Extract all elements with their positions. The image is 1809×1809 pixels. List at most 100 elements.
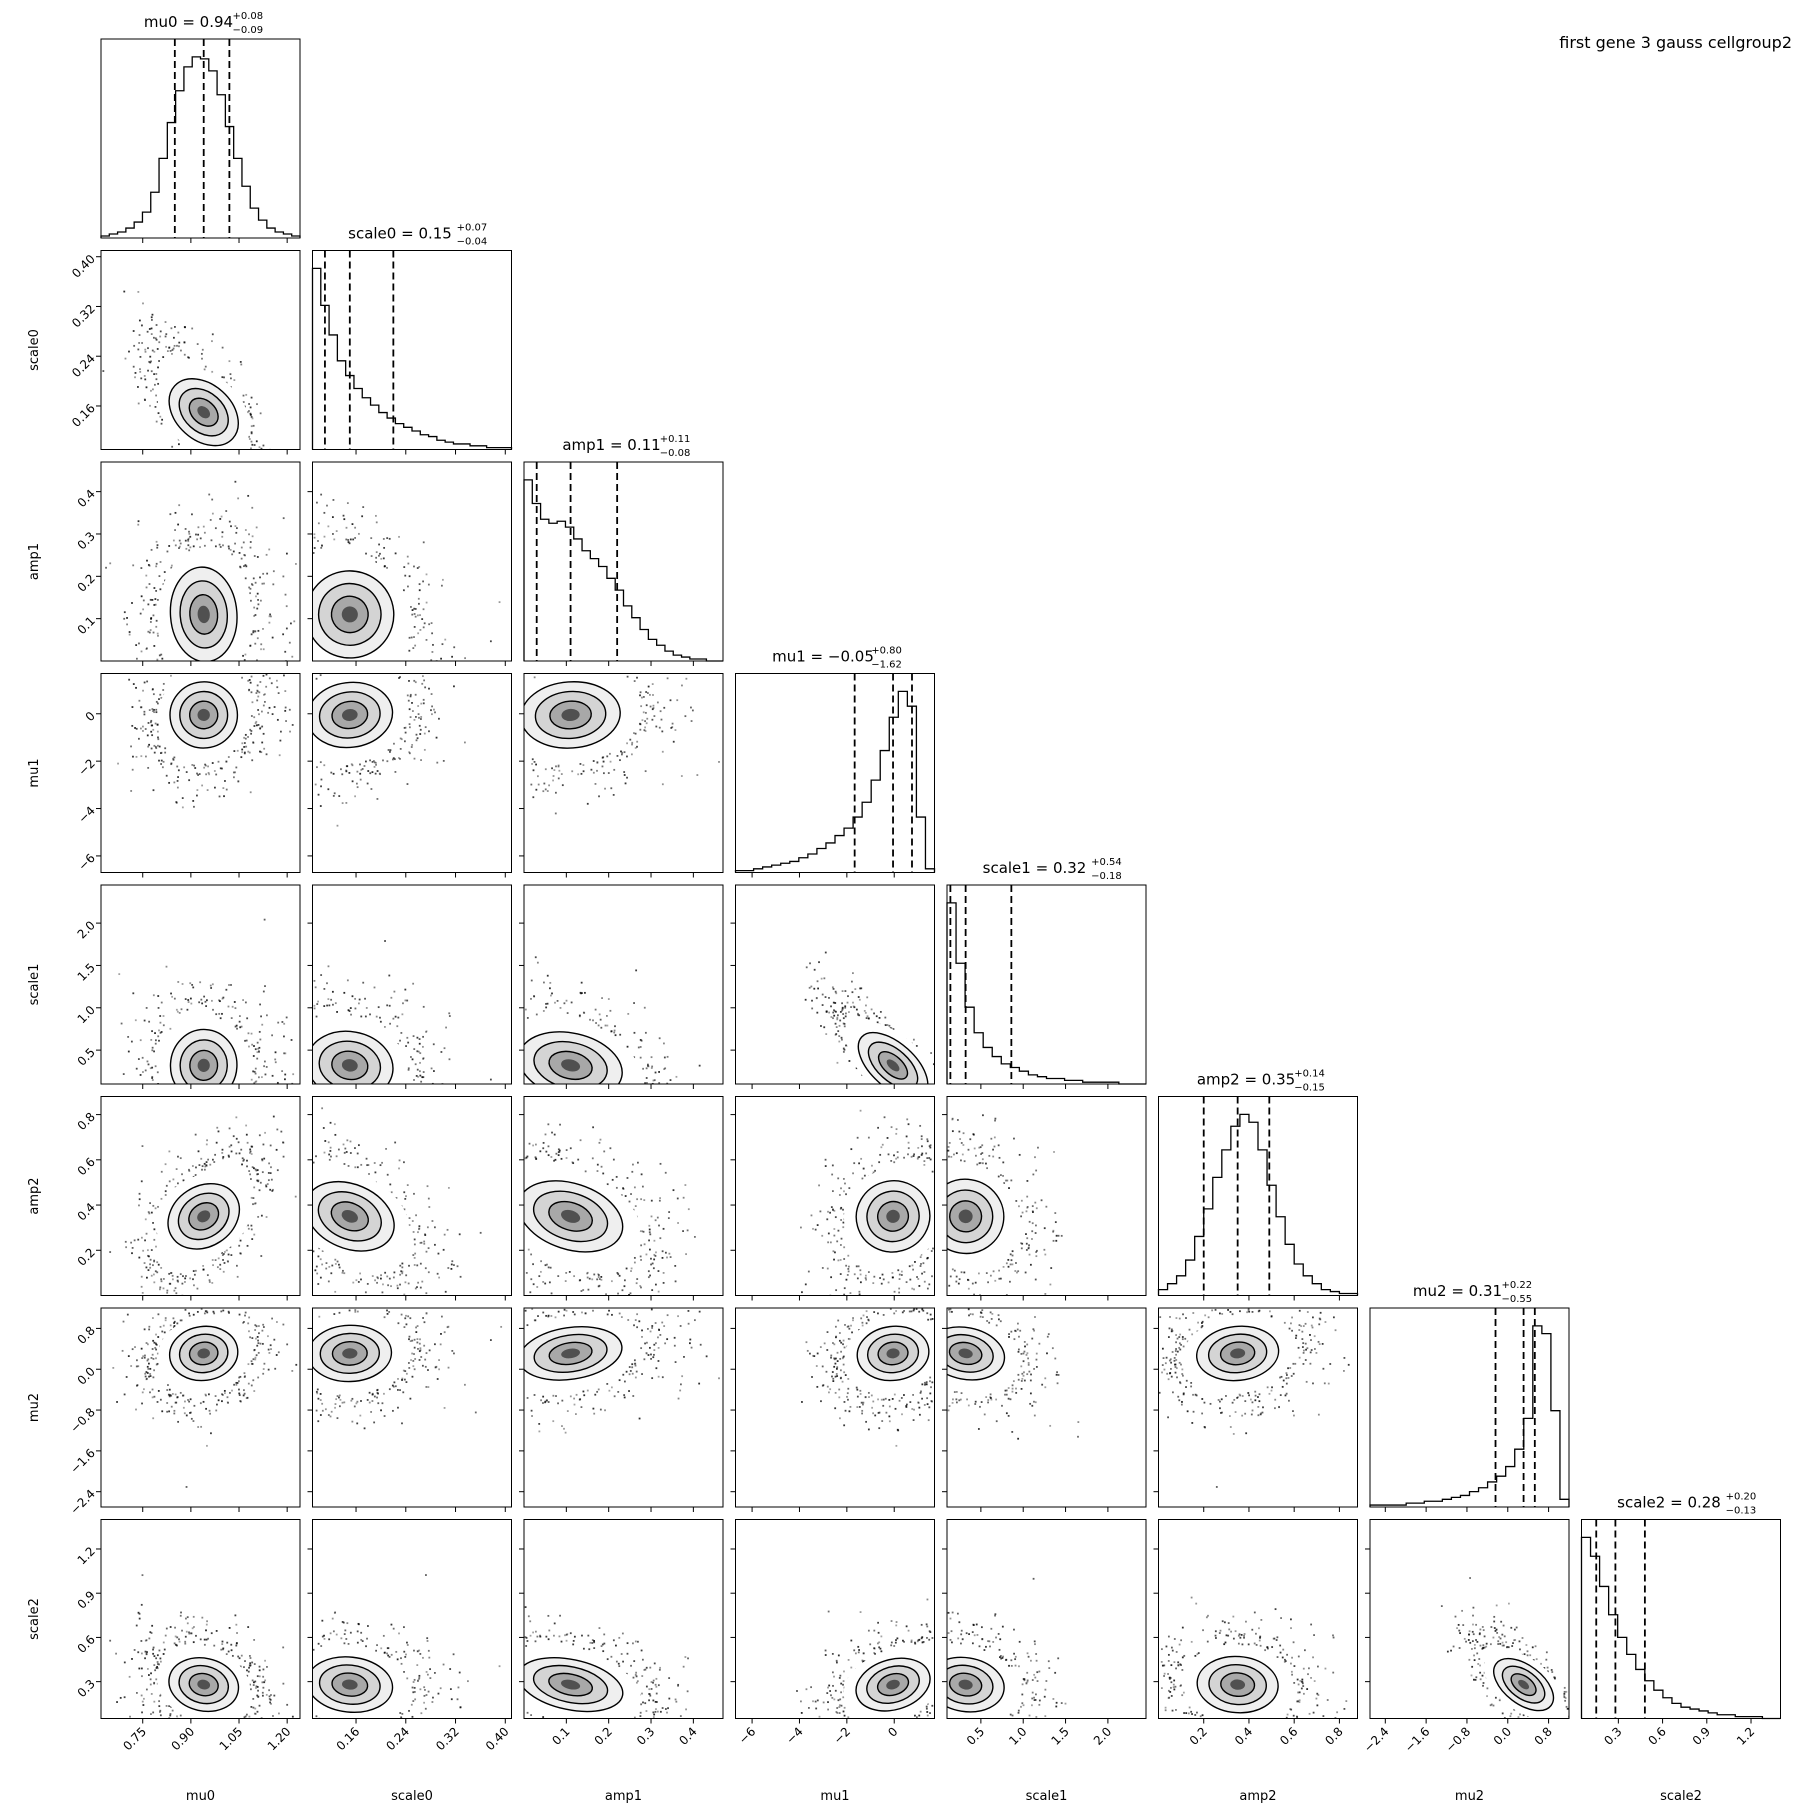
scatter-point <box>258 1665 261 1668</box>
scatter-point <box>361 768 364 770</box>
scatter-point <box>235 1152 238 1155</box>
scatter-point <box>331 990 334 993</box>
scatter-point <box>533 1319 536 1322</box>
scatter-point <box>357 1281 360 1283</box>
panel-frame <box>735 1307 935 1508</box>
scatter-point <box>291 1082 294 1084</box>
scatter-point <box>955 1280 958 1283</box>
scatter-point <box>397 1016 400 1019</box>
scatter-point <box>288 708 291 711</box>
scatter-point <box>241 751 244 754</box>
scatter-point <box>261 1171 264 1174</box>
scatter-point <box>553 1634 555 1637</box>
scatter-point <box>655 1677 658 1680</box>
scatter-point <box>644 726 647 729</box>
scatter-point <box>917 1401 920 1404</box>
scatter-point <box>1233 1398 1236 1401</box>
scatter-point <box>592 1407 595 1410</box>
x-tick-label-mu1: −4 <box>783 1724 805 1746</box>
scatter-point <box>418 724 421 727</box>
scatter-point <box>659 1666 661 1669</box>
scatter-point <box>599 1408 602 1411</box>
scatter-point <box>403 1650 406 1653</box>
scatter-point <box>330 1272 333 1275</box>
scatter-point <box>871 1406 874 1409</box>
scatter-point <box>1057 1234 1060 1237</box>
scatter-point <box>981 1316 984 1318</box>
scatter-point <box>980 1312 983 1314</box>
scatter-point <box>355 1279 358 1282</box>
scatter-point <box>349 1007 352 1009</box>
scatter-point <box>852 1172 854 1175</box>
scatter-point <box>222 1156 225 1158</box>
scatter-point <box>177 776 179 778</box>
scatter-point <box>650 1263 652 1266</box>
scatter-point <box>810 985 813 988</box>
scatter-point <box>206 1311 209 1314</box>
scatter-point <box>159 1015 162 1017</box>
scatter-point <box>257 1689 259 1692</box>
scatter-point <box>1318 1343 1321 1346</box>
scatter-point <box>145 586 148 589</box>
scatter-point <box>261 582 264 585</box>
panel-mu0-mu0: mu0 = 0.94 +0.08−0.09 <box>100 11 301 243</box>
scatter-point <box>581 1311 583 1314</box>
scatter-point <box>674 1361 677 1363</box>
scatter-point <box>916 1157 919 1160</box>
scatter-point <box>399 1264 402 1267</box>
scatter-point <box>211 333 214 336</box>
scatter-point <box>601 765 604 768</box>
scatter-point <box>160 1278 163 1281</box>
scatter-point <box>240 1025 243 1028</box>
scatter-point <box>243 1158 245 1161</box>
scatter-point <box>903 1156 905 1159</box>
scatter-point <box>903 1394 905 1396</box>
scatter-point <box>834 1362 837 1365</box>
scatter-point <box>651 1327 654 1329</box>
scatter-point <box>259 412 262 415</box>
scatter-point <box>250 730 253 732</box>
scatter-point <box>140 1603 143 1606</box>
scatter-point <box>149 1683 152 1686</box>
scatter-point <box>1034 1156 1036 1159</box>
scatter-point <box>174 529 176 531</box>
scatter-point <box>847 1398 849 1401</box>
scatter-point <box>412 1700 415 1702</box>
scatter-point <box>175 1292 178 1295</box>
y-tick-label-amp1: 0.4 <box>75 487 98 510</box>
scatter-point <box>260 751 263 754</box>
scatter-point <box>140 650 143 653</box>
scatter-point <box>696 774 699 776</box>
scatter-point <box>646 1327 649 1330</box>
scatter-point <box>243 1389 245 1392</box>
scatter-point <box>156 1071 159 1074</box>
scatter-point <box>641 1329 643 1332</box>
scatter-point <box>646 1065 649 1067</box>
scatter-point <box>862 1660 865 1663</box>
scatter-point <box>173 1642 176 1645</box>
scatter-point <box>498 1665 501 1668</box>
scatter-point <box>130 1365 133 1367</box>
scatter-point <box>252 630 255 632</box>
scatter-point <box>1260 1412 1262 1415</box>
scatter-point <box>898 1273 901 1276</box>
scatter-point <box>156 1271 159 1274</box>
panel-scale2-amp1: 0.1 0.2 0.3 0.4 <box>519 1519 724 1748</box>
scatter-point <box>364 1015 367 1018</box>
scatter-point <box>841 1002 843 1005</box>
scatter-point <box>205 1638 208 1641</box>
scatter-point <box>597 1388 600 1391</box>
scatter-point <box>632 1395 635 1397</box>
scatter-point <box>639 691 642 694</box>
scatter-point <box>411 702 413 704</box>
scatter-point <box>190 1002 193 1005</box>
scatter-point <box>131 1348 134 1351</box>
scatter-point <box>1278 1406 1280 1409</box>
scatter-point <box>253 1663 256 1665</box>
scatter-point <box>623 774 626 776</box>
scatter-point <box>835 1010 837 1013</box>
scatter-point <box>918 1638 921 1641</box>
scatter-point <box>282 633 285 636</box>
scatter-point <box>151 688 154 691</box>
scatter-point <box>375 551 378 554</box>
